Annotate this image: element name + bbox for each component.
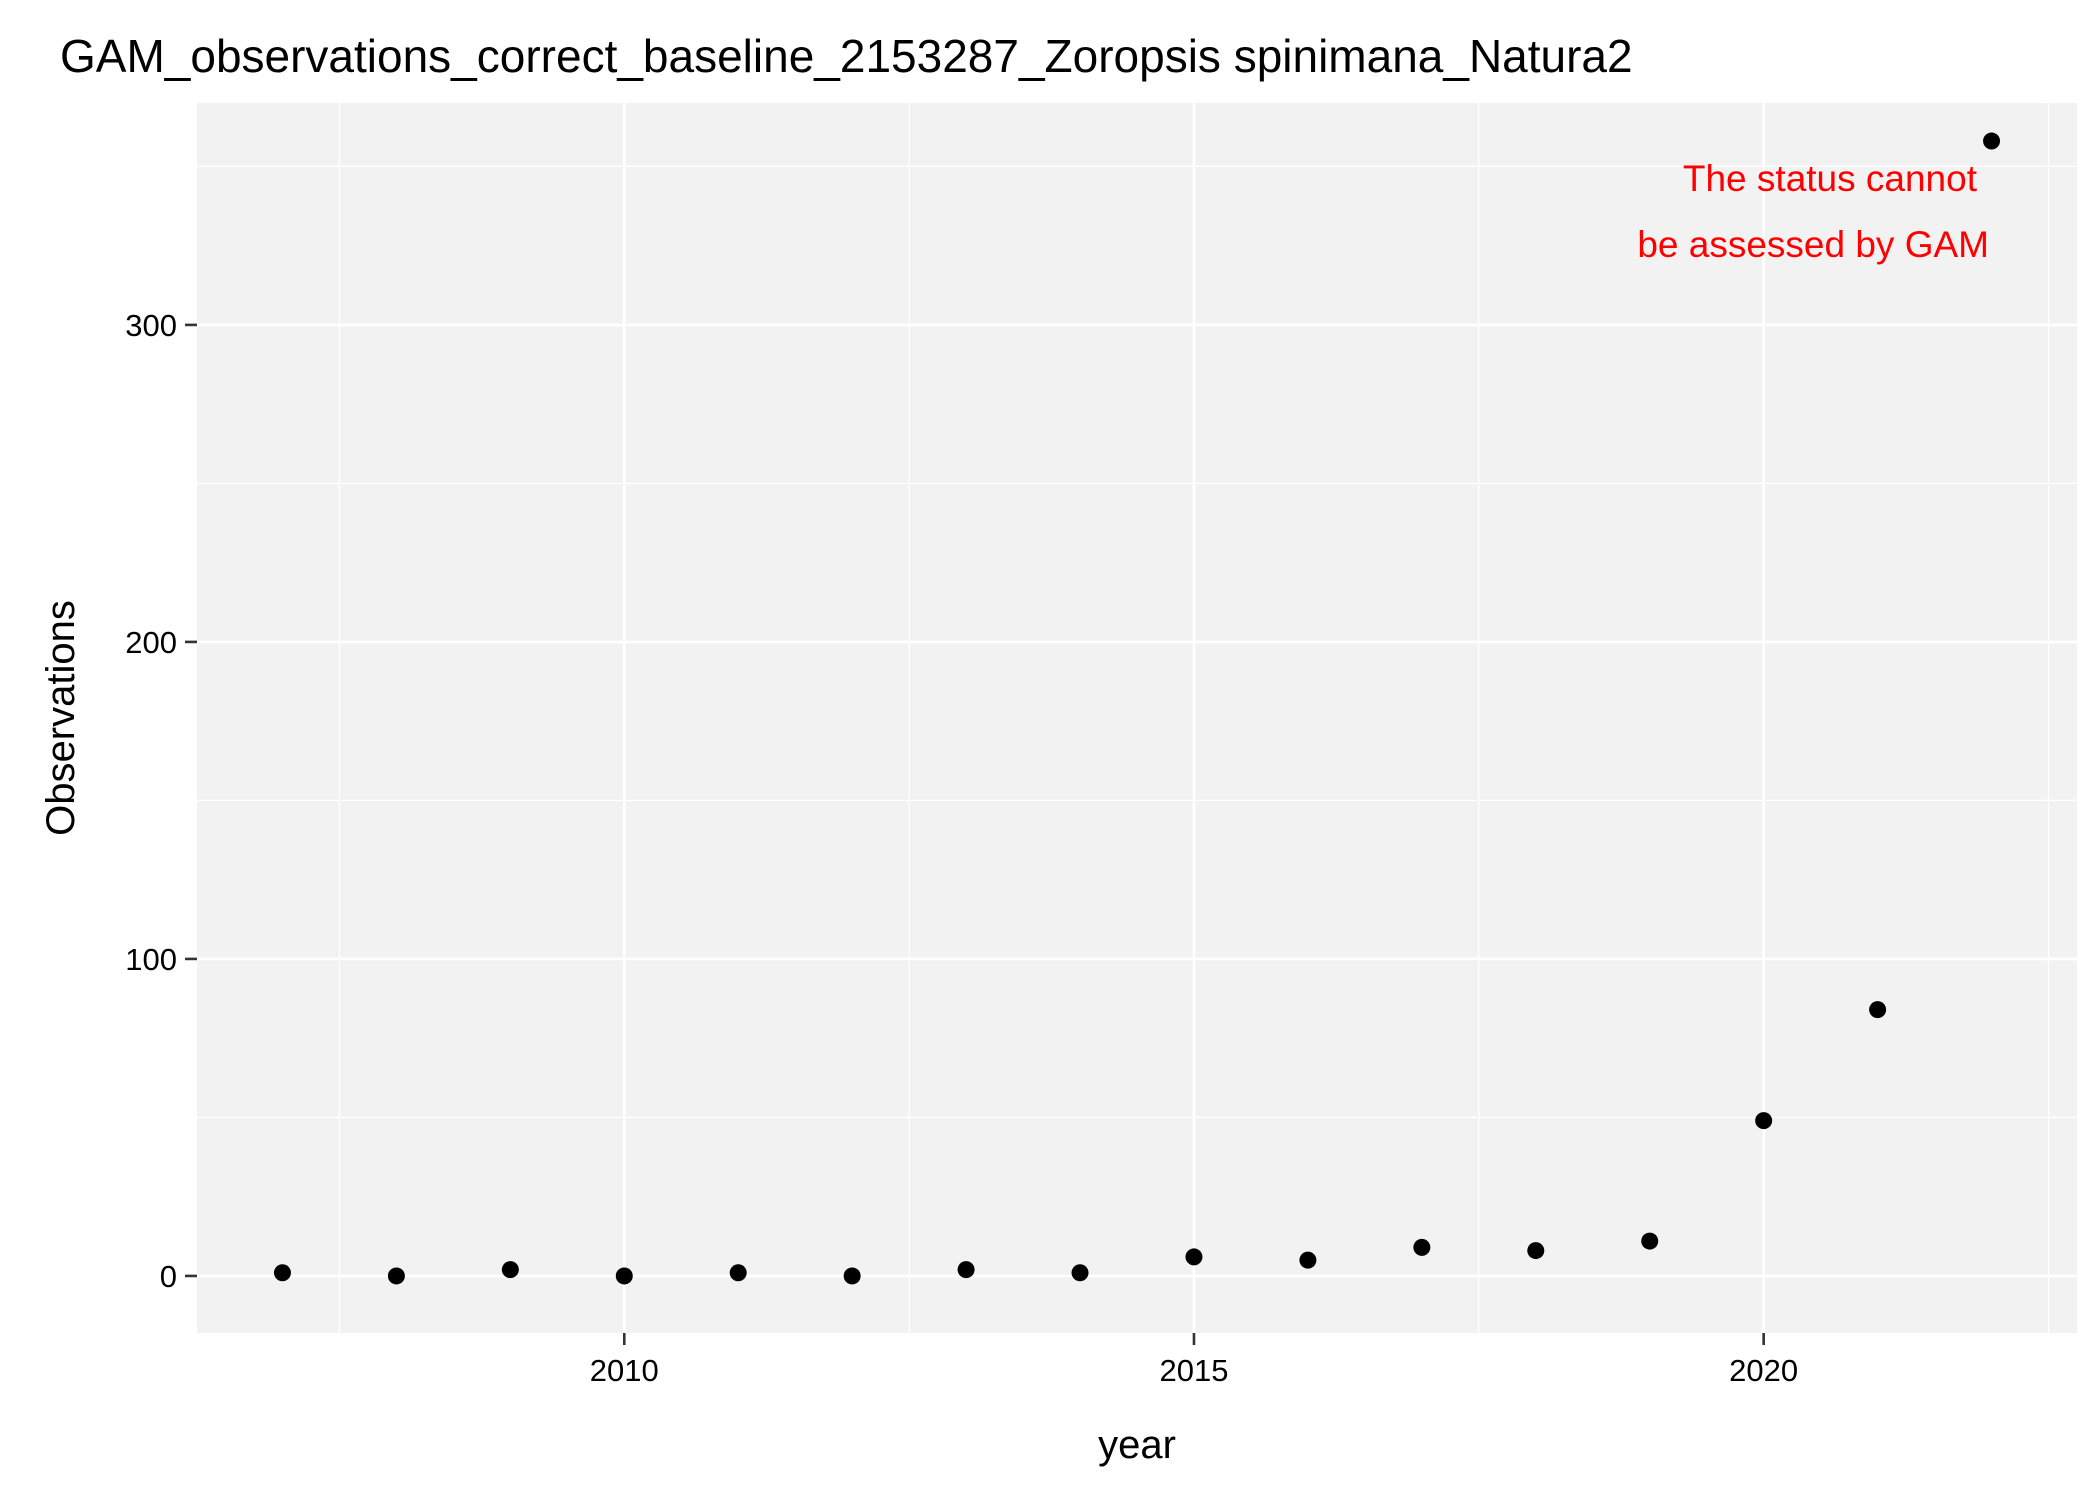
data-points xyxy=(273,132,2001,1285)
data-point xyxy=(1299,1251,1317,1269)
data-point xyxy=(729,1264,747,1282)
x-tick-label: 2020 xyxy=(1729,1353,1798,1388)
data-point xyxy=(1755,1112,1773,1130)
data-point xyxy=(615,1267,633,1285)
data-point xyxy=(387,1267,405,1285)
data-point xyxy=(501,1261,519,1279)
data-point xyxy=(1185,1248,1203,1266)
data-point xyxy=(273,1264,291,1282)
data-point xyxy=(1527,1242,1545,1260)
x-tick-label: 2015 xyxy=(1159,1353,1228,1388)
x-tick-label: 2010 xyxy=(590,1353,659,1388)
data-point xyxy=(1641,1232,1659,1250)
x-axis: 2010 2015 2020 xyxy=(590,1333,1798,1388)
y-tick-label: 100 xyxy=(125,942,177,977)
minor-grid xyxy=(197,103,2077,1333)
y-axis-title: Observations xyxy=(39,600,83,836)
y-tick-label: 200 xyxy=(125,625,177,660)
annotation-line-1: The status cannot xyxy=(1683,158,1978,199)
chart-title: GAM_observations_correct_baseline_215328… xyxy=(60,30,1633,82)
x-axis-title: year xyxy=(1098,1423,1176,1467)
plot-panel xyxy=(197,103,2077,1333)
status-annotation: The status cannot be assessed by GAM xyxy=(1637,158,1989,265)
data-point xyxy=(843,1267,861,1285)
data-point xyxy=(957,1261,975,1279)
data-point xyxy=(1071,1264,1089,1282)
annotation-line-2: be assessed by GAM xyxy=(1637,224,1989,265)
y-tick-label: 300 xyxy=(125,308,177,343)
data-point xyxy=(1869,1001,1887,1019)
y-axis: 0 100 200 300 xyxy=(125,308,197,1294)
data-point xyxy=(1983,132,2001,150)
y-tick-label: 0 xyxy=(160,1259,177,1294)
data-point xyxy=(1413,1238,1431,1256)
